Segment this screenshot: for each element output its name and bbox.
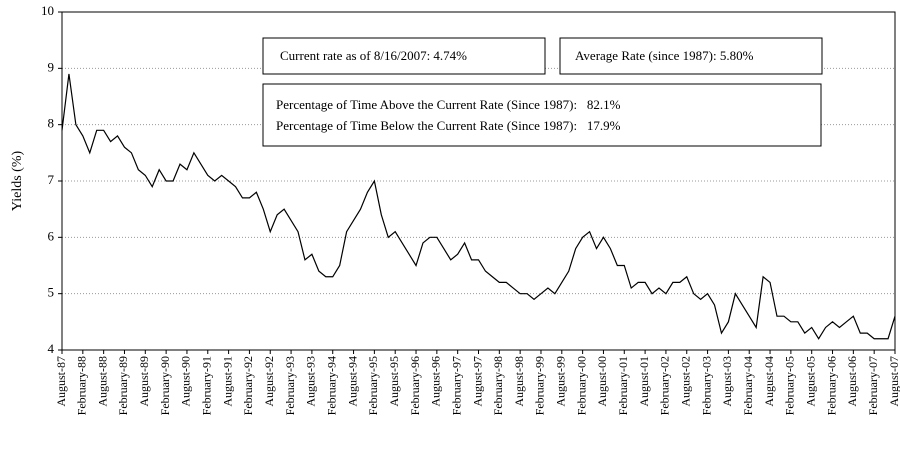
y-tick-label: 10 xyxy=(41,3,54,18)
yield-line xyxy=(61,73,896,340)
x-tick-label: August-93 xyxy=(304,356,318,407)
x-tick-label: February-92 xyxy=(241,356,255,415)
x-tick-label: August-89 xyxy=(137,356,151,407)
y-axis-label: Yields (%) xyxy=(10,151,25,212)
annotation: Average Rate (since 1987): 5.80% xyxy=(575,48,754,63)
x-tick-label: August-97 xyxy=(470,356,484,407)
x-tick-label: August-91 xyxy=(220,356,234,407)
x-tick-label: August-99 xyxy=(554,356,568,407)
y-tick-label: 7 xyxy=(48,172,55,187)
y-tick-label: 9 xyxy=(48,59,55,74)
x-tick-label: February-01 xyxy=(616,356,630,415)
x-tick-label: August-04 xyxy=(762,356,776,407)
annotation: Current rate as of 8/16/2007: 4.74% xyxy=(280,48,467,63)
x-tick-label: February-93 xyxy=(283,356,297,415)
x-tick-label: February-04 xyxy=(741,356,755,415)
x-tick-label: February-03 xyxy=(699,356,713,415)
x-tick-label: February-95 xyxy=(366,356,380,415)
x-tick-label: February-89 xyxy=(116,356,130,415)
x-tick-label: February-90 xyxy=(158,356,172,415)
x-tick-label: February-94 xyxy=(324,356,338,415)
x-tick-label: August-90 xyxy=(179,356,193,407)
x-tick-label: February-96 xyxy=(408,356,422,415)
x-tick-label: August-88 xyxy=(95,356,109,407)
x-tick-label: August-96 xyxy=(429,356,443,407)
x-tick-label: August-87 xyxy=(54,356,68,407)
y-tick-label: 5 xyxy=(48,285,55,300)
x-tick-label: February-98 xyxy=(491,356,505,415)
x-tick-label: August-05 xyxy=(803,356,817,407)
x-tick-label: August-00 xyxy=(595,356,609,407)
x-tick-label: August-94 xyxy=(345,356,359,407)
annotation-box xyxy=(559,37,823,75)
x-tick-label: August-98 xyxy=(512,356,526,407)
x-tick-label: February-00 xyxy=(574,356,588,415)
x-tick-label: February-06 xyxy=(824,356,838,415)
y-tick-label: 6 xyxy=(48,228,55,243)
x-tick-label: August-92 xyxy=(262,356,276,407)
x-tick-label: February-91 xyxy=(200,356,214,415)
y-tick-label: 4 xyxy=(48,341,55,356)
annotation: Percentage of Time Above the Current Rat… xyxy=(276,97,621,112)
x-tick-label: August-03 xyxy=(720,356,734,407)
x-tick-label: February-97 xyxy=(449,356,463,415)
x-tick-label: February-05 xyxy=(783,356,797,415)
x-tick-label: February-88 xyxy=(75,356,89,415)
y-tick-label: 8 xyxy=(48,116,55,131)
x-tick-label: February-07 xyxy=(866,356,880,415)
x-tick-label: August-02 xyxy=(679,356,693,407)
x-tick-label: February-99 xyxy=(533,356,547,415)
x-tick-label: February-02 xyxy=(658,356,672,415)
x-tick-label: August-06 xyxy=(845,356,859,407)
x-tick-label: August-07 xyxy=(887,356,900,407)
x-tick-label: August-95 xyxy=(387,356,401,407)
annotation-box xyxy=(262,37,546,75)
x-tick-label: August-01 xyxy=(637,356,651,407)
annotation: Percentage of Time Below the Current Rat… xyxy=(276,118,621,133)
annotation-box xyxy=(262,83,822,147)
